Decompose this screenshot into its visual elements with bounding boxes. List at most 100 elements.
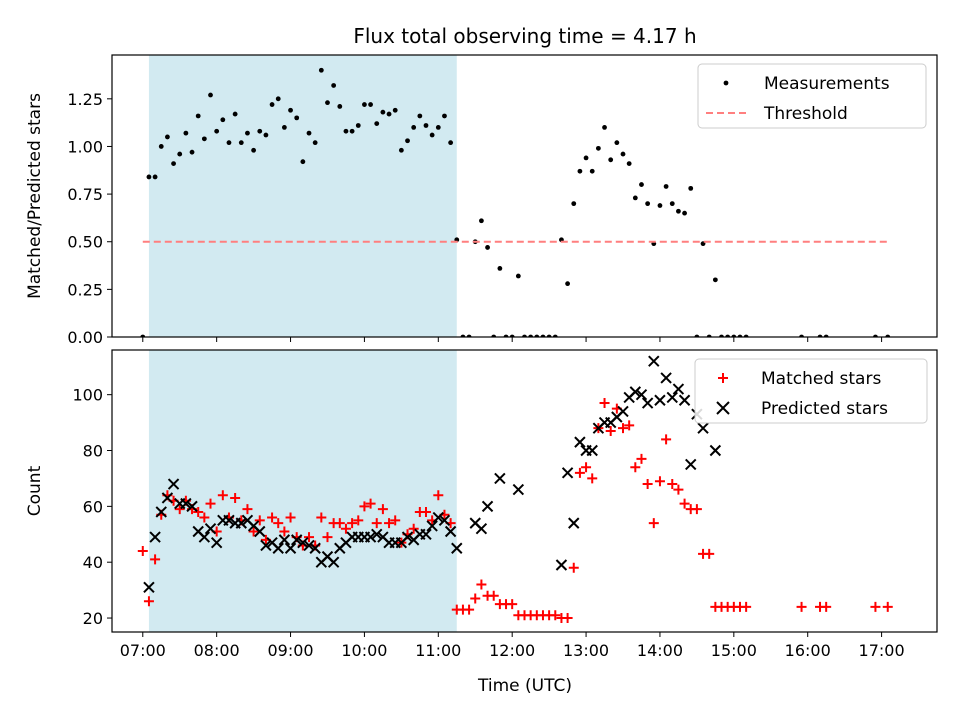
- matched-stars-point: [340, 523, 351, 534]
- matched-stars-point: [285, 512, 296, 523]
- matched-stars-point: [230, 492, 241, 503]
- x-tick-label: 10:00: [341, 641, 387, 660]
- matched-stars-point: [353, 515, 364, 526]
- predicted-stars-point: [235, 517, 247, 529]
- matched-stars-point: [630, 462, 641, 473]
- predicted-stars-point: [451, 542, 463, 554]
- measurements-point: [620, 151, 626, 157]
- predicted-stars-point: [685, 458, 697, 471]
- matched-stars-point: [642, 479, 653, 490]
- predicted-stars-point: [272, 542, 284, 554]
- matched-stars-point: [464, 604, 475, 615]
- predicted-stars-point: [143, 581, 155, 594]
- matched-stars-point: [476, 579, 487, 590]
- matched-stars-point: [550, 610, 561, 621]
- legend-label: Threshold: [763, 104, 848, 124]
- measurements-point: [442, 113, 447, 119]
- matched-stars-point: [217, 490, 228, 501]
- measurements-point: [577, 168, 583, 174]
- x-tick-label: 17:00: [859, 641, 905, 660]
- predicted-stars-point: [617, 405, 629, 418]
- matched-stars-point: [821, 601, 832, 612]
- predicted-stars-point: [494, 472, 506, 485]
- predicted-stars-point: [660, 372, 672, 384]
- predicted-stars-point: [371, 528, 383, 540]
- measurements-point: [257, 128, 263, 134]
- matched-stars-point: [242, 504, 253, 515]
- matched-stars-point: [390, 515, 401, 526]
- matched-stars-point: [618, 423, 629, 434]
- axes-frame: [111, 54, 938, 338]
- measurements-point: [626, 161, 632, 167]
- count-panel: 07:00 08:00 09:00 10:00 11:00 12:00 13:00 14:00…: [25, 349, 938, 660]
- legend-marker-plus: [718, 373, 728, 383]
- measurements-point: [485, 245, 490, 250]
- predicted-stars-point: [574, 436, 586, 448]
- matched-stars-point: [599, 398, 610, 409]
- matched-stars-point: [648, 518, 659, 529]
- predicted-stars-point: [303, 539, 315, 552]
- legend-marker-x: [716, 401, 730, 415]
- axes-frame: [111, 349, 938, 633]
- x-axis-label: Time (UTC): [477, 676, 572, 696]
- x-tick-label: 16:00: [785, 641, 831, 660]
- matched-stars-point: [605, 425, 616, 436]
- predicted-stars-point: [709, 444, 722, 457]
- x-tick-label: 07:00: [120, 641, 166, 660]
- observing-window-span: [148, 350, 457, 632]
- y-tick-label: 1.25: [67, 90, 103, 109]
- y-axis-label: Matched/Predicted stars: [25, 93, 45, 299]
- predicted-stars-point: [210, 536, 223, 549]
- measurements-point: [220, 117, 226, 123]
- predicted-stars-point: [648, 355, 660, 367]
- measurements-point: [682, 210, 687, 216]
- plot-area: [137, 355, 893, 624]
- measurements-point: [232, 111, 238, 117]
- matched-stars-point: [254, 515, 265, 526]
- matched-stars-point: [267, 512, 278, 523]
- measurements-point: [146, 174, 152, 180]
- x-tick-label: 15:00: [711, 641, 757, 660]
- measurements-point: [318, 67, 324, 73]
- measurements-point: [288, 107, 293, 113]
- measurements-point: [368, 102, 373, 107]
- predicted-stars-point: [512, 483, 525, 496]
- predicted-stars-point: [290, 534, 303, 546]
- measurements-point: [448, 140, 454, 146]
- matched-stars-point: [624, 420, 635, 431]
- measurements-point: [171, 161, 176, 167]
- x-tick-label: 08:00: [194, 641, 240, 660]
- predicted-stars-point: [481, 500, 494, 513]
- measurements-point: [497, 266, 503, 271]
- y-tick-label: 60: [83, 497, 103, 516]
- matched-stars-point: [316, 512, 327, 523]
- measurements-point: [245, 130, 250, 136]
- matched-stars-point: [796, 601, 807, 612]
- measurements-point: [208, 92, 213, 98]
- predicted-stars-point: [568, 517, 580, 529]
- matched-stars-point: [870, 601, 881, 612]
- predicted-stars-point: [327, 556, 340, 568]
- matched-stars-point: [199, 512, 210, 523]
- matched-stars-point: [562, 613, 573, 624]
- measurements-point: [238, 140, 244, 146]
- matched-stars-point: [384, 518, 395, 529]
- predicted-stars-point: [254, 525, 266, 538]
- legend-box: [694, 358, 928, 424]
- predicted-stars-point: [155, 506, 167, 518]
- predicted-stars-point: [444, 525, 457, 538]
- matched-stars-point: [304, 532, 315, 543]
- measurements-point: [337, 104, 343, 109]
- predicted-stars-point: [260, 539, 272, 552]
- matched-stars-point: [433, 490, 444, 501]
- measurements-point: [417, 113, 423, 119]
- matched-stars-point: [193, 506, 204, 517]
- matched-stars-point: [587, 473, 598, 484]
- measurements-point: [583, 155, 589, 161]
- measurements-point: [275, 96, 281, 102]
- predicted-stars-point: [697, 422, 709, 434]
- matched-stars-point: [679, 498, 690, 509]
- measurements-point: [263, 132, 269, 138]
- measurements-point: [355, 123, 361, 128]
